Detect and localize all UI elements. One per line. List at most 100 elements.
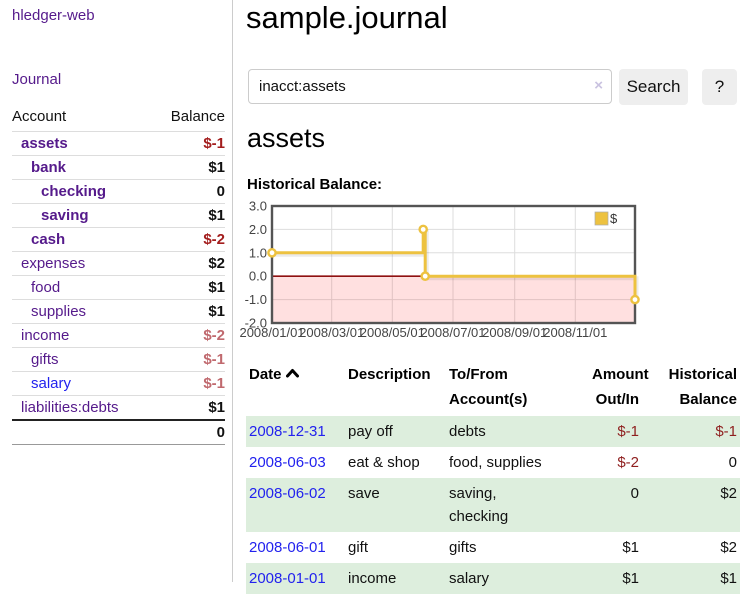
account-link[interactable]: supplies xyxy=(31,303,87,320)
svg-text:0.0: 0.0 xyxy=(249,269,267,284)
account-balance: $1 xyxy=(152,395,225,420)
total-spacer xyxy=(12,419,152,445)
account-row: saving $1 xyxy=(12,203,225,228)
transaction-description: save xyxy=(348,485,380,502)
account-link[interactable]: saving xyxy=(41,207,89,224)
transaction-accounts: debts xyxy=(449,423,486,440)
column-header-description: Description xyxy=(348,366,431,383)
transaction-date-cell: 2008-01-01 xyxy=(246,563,345,594)
account-balance: $2 xyxy=(152,251,225,276)
transaction-amount: $-2 xyxy=(617,454,639,471)
transaction-balance: 0 xyxy=(728,454,737,471)
sort-asc-icon xyxy=(285,369,299,378)
transaction-date-link[interactable]: 2008-12-31 xyxy=(249,423,326,440)
transaction-accounts: salary xyxy=(449,570,490,587)
account-heading: assets xyxy=(247,123,326,153)
transaction-row: 2008-12-31 pay off debts $-1 $-1 xyxy=(246,416,740,447)
account-row: income $-2 xyxy=(12,323,225,348)
transaction-description: eat & shop xyxy=(348,454,420,471)
transactions-table-body: 2008-12-31 pay off debts $-1 $-1 2008-06-03 ea… xyxy=(246,416,740,594)
transaction-description: income xyxy=(348,570,397,587)
accounts-header-account: Account xyxy=(12,108,67,125)
transaction-row: 2008-01-01 income salary $1 $1 xyxy=(246,563,740,594)
account-row: expenses $2 xyxy=(12,251,225,276)
accounts-header-balance: Balance xyxy=(170,108,225,125)
historical-balance-chart[interactable]: $3.0 2.0 1.0 0.0 -1.0 -2.02008/01/012008/03/0… xyxy=(239,199,642,342)
account-link[interactable]: gifts xyxy=(31,351,59,368)
transaction-date-link[interactable]: 2008-06-01 xyxy=(249,539,326,556)
accounts-header-row: Account Balance xyxy=(12,104,225,132)
column-header-accounts: To/From Account(s) xyxy=(449,366,528,408)
transactions-table: Date Description To/From Account(s) Amoun… xyxy=(246,358,740,594)
transaction-balance: $2 xyxy=(720,485,737,502)
transaction-date-link[interactable]: 2008-06-02 xyxy=(249,485,326,502)
column-header-amount: Amount Out/In xyxy=(592,366,649,408)
search-input[interactable] xyxy=(248,69,612,104)
transaction-accounts: saving, checking xyxy=(449,485,509,525)
column-header-balance: Historical Balance xyxy=(668,366,737,408)
account-row: supplies $1 xyxy=(12,299,225,324)
svg-text:2008/09/01: 2008/09/01 xyxy=(482,325,547,340)
svg-text:-1.0: -1.0 xyxy=(245,292,267,307)
transaction-date-link[interactable]: 2008-01-01 xyxy=(249,570,326,587)
account-link[interactable]: food xyxy=(31,279,61,296)
account-balance: $-2 xyxy=(152,323,225,348)
account-balance: $-2 xyxy=(152,227,225,252)
transaction-date-cell: 2008-06-01 xyxy=(246,532,345,563)
transaction-amount: 0 xyxy=(630,485,639,502)
transaction-amount: $1 xyxy=(622,570,639,587)
account-balance: $1 xyxy=(152,299,225,324)
accounts-table: Account Balance assets $-1 bank $1 checking 0… xyxy=(12,104,225,445)
transaction-amount: $1 xyxy=(622,539,639,556)
account-link[interactable]: expenses xyxy=(21,255,86,272)
account-balance: $1 xyxy=(152,155,225,180)
transaction-balance: $1 xyxy=(720,570,737,587)
transaction-row: 2008-06-03 eat & shop food, supplies $-2 0 xyxy=(246,447,740,478)
accounts-table-body: assets $-1 bank $1 checking 0 saving $1 cash $-2 e… xyxy=(12,131,225,445)
transaction-amount: $-1 xyxy=(617,423,639,440)
account-link[interactable]: liabilities:debts xyxy=(21,399,119,416)
account-link[interactable]: income xyxy=(21,327,70,344)
svg-text:2.0: 2.0 xyxy=(249,222,267,237)
account-balance: 0 xyxy=(152,179,225,204)
clear-search-icon[interactable]: × xyxy=(594,77,603,94)
app-title-link[interactable]: hledger-web xyxy=(12,7,95,24)
column-header-date[interactable]: Date xyxy=(246,358,345,416)
svg-text:3.0: 3.0 xyxy=(249,199,267,214)
svg-text:2008/03/01: 2008/03/01 xyxy=(299,325,364,340)
account-link[interactable]: assets xyxy=(21,135,68,152)
search-button[interactable]: Search xyxy=(619,69,688,105)
svg-text:-2.0: -2.0 xyxy=(245,316,267,331)
account-balance: $-1 xyxy=(152,131,225,156)
account-balance: $1 xyxy=(152,275,225,300)
account-link[interactable]: cash xyxy=(31,231,66,248)
transaction-date-cell: 2008-12-31 xyxy=(246,416,345,447)
svg-text:2008/05/01: 2008/05/01 xyxy=(360,325,425,340)
sidebar: hledger-web Journal Account Balance asse… xyxy=(0,0,233,582)
help-button[interactable]: ? xyxy=(702,69,737,105)
transaction-description: gift xyxy=(348,539,369,556)
transaction-date-cell: 2008-06-02 xyxy=(246,478,345,532)
svg-text:2008/07/01: 2008/07/01 xyxy=(420,325,485,340)
transaction-balance: $2 xyxy=(720,539,737,556)
transaction-accounts: food, supplies xyxy=(449,454,542,471)
historical-balance-label: Historical Balance: xyxy=(247,176,383,193)
svg-text:2008/11/01: 2008/11/01 xyxy=(543,325,607,340)
account-link[interactable]: checking xyxy=(41,183,107,200)
account-row: salary $-1 xyxy=(12,371,225,396)
transaction-row: 2008-06-01 gift gifts $1 $2 xyxy=(246,532,740,563)
transaction-date-link[interactable]: 2008-06-03 xyxy=(249,454,326,471)
accounts-total-row: 0 xyxy=(12,419,225,445)
transaction-description: pay off xyxy=(348,423,393,440)
transaction-date-cell: 2008-06-03 xyxy=(246,447,345,478)
account-link[interactable]: salary xyxy=(31,375,72,392)
account-row: checking 0 xyxy=(12,179,225,204)
transactions-header-row: Date Description To/From Account(s) Amoun… xyxy=(246,358,740,416)
account-link[interactable]: bank xyxy=(31,159,67,176)
transaction-balance: $-1 xyxy=(715,423,737,440)
account-balance: $-1 xyxy=(152,347,225,372)
sidebar-item-journal[interactable]: Journal xyxy=(12,71,62,88)
page-title: sample.journal xyxy=(246,0,448,35)
account-balance: $1 xyxy=(152,203,225,228)
account-row: bank $1 xyxy=(12,155,225,180)
